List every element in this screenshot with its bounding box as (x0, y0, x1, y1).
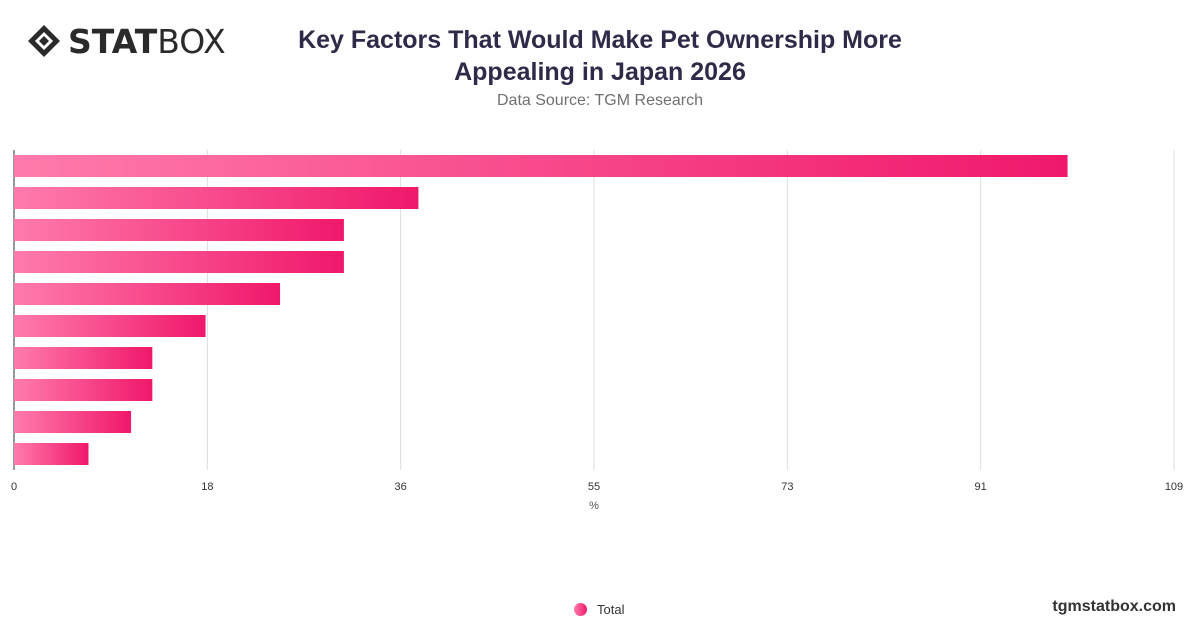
bar-3[interactable] (14, 219, 344, 241)
site-url: tgmstatbox.com (1052, 598, 1176, 615)
bar-6[interactable] (14, 315, 206, 337)
legend[interactable]: Total (574, 602, 624, 617)
x-tick-label: 91 (975, 481, 987, 493)
bar-9[interactable] (14, 411, 132, 433)
chart-subtitle: Data Source: TGM Research (496, 92, 703, 109)
x-tick-label: 0 (11, 481, 17, 493)
x-tick-label: 36 (395, 481, 407, 493)
x-axis-title: % (589, 500, 599, 512)
chart-title-line-2: Appealing in Japan 2026 (454, 58, 746, 86)
chart-title: Key Factors That Would Make Pet Ownershi… (250, 24, 950, 88)
bar-8[interactable] (14, 379, 153, 401)
bars (14, 155, 1068, 465)
x-tick-label: 55 (588, 481, 600, 493)
bar-2[interactable] (14, 187, 419, 209)
bar-4[interactable] (14, 251, 344, 273)
diamond-logo-icon (28, 25, 60, 57)
bar-1[interactable] (14, 155, 1068, 177)
statbox-logo: STATBOX (26, 22, 226, 60)
bar-7[interactable] (14, 347, 153, 369)
chart-title-line-1: Key Factors That Would Make Pet Ownershi… (298, 26, 902, 54)
logo-wordmark: STATBOX (68, 21, 226, 61)
x-tick-label: 109 (1165, 481, 1183, 493)
x-tick-label: 18 (201, 481, 213, 493)
bar-10[interactable] (14, 443, 89, 465)
bar-5[interactable] (14, 283, 281, 305)
legend-label-total: Total (597, 602, 625, 617)
legend-marker-icon (574, 603, 587, 616)
x-axis-ticks: 0 18 36 55 73 91 109 (11, 481, 1183, 493)
grid-lines (13, 150, 1175, 470)
x-tick-label: 73 (781, 481, 793, 493)
